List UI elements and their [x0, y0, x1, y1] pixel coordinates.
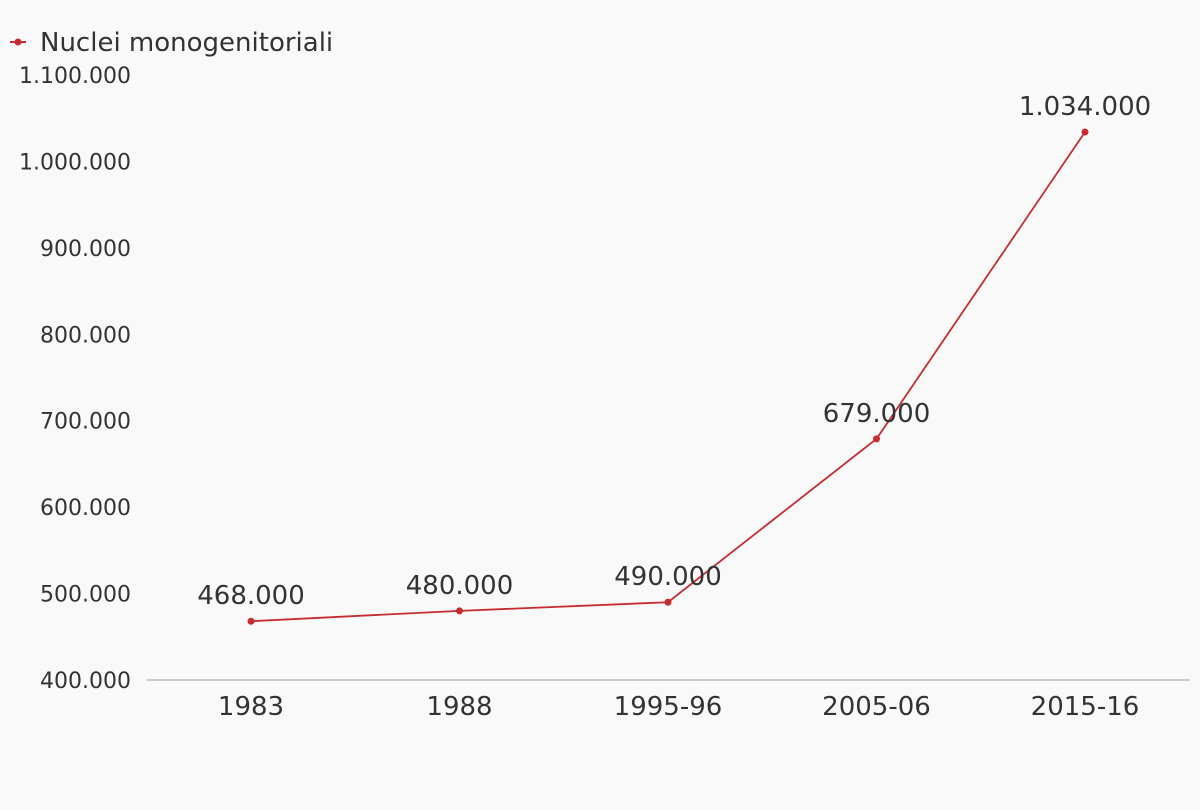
data-label: 1.034.000 [1019, 92, 1151, 122]
data-labels: 468.000 480.000 490.000 679.000 1.034.000 [197, 92, 1151, 611]
y-tick-label: 700.000 [40, 410, 131, 435]
legend-dot-marker [14, 38, 22, 46]
data-label: 679.000 [823, 399, 931, 429]
y-tick-label: 1.000.000 [19, 150, 131, 175]
data-point [456, 607, 463, 615]
legend-label: Nuclei monogenitoriali [40, 28, 333, 58]
y-tick-label: 800.000 [40, 323, 131, 348]
y-axis: 400.000 500.000 600.000 700.000 800.000 900.0… [19, 64, 131, 694]
y-tick-label: 500.000 [40, 583, 131, 608]
x-tick-label: 2015-16 [1031, 692, 1140, 722]
data-label: 468.000 [197, 581, 305, 611]
series-line [250, 131, 1086, 623]
data-label: 490.000 [614, 562, 722, 592]
y-tick-label: 1.100.000 [19, 64, 131, 89]
y-tick-label: 600.000 [40, 496, 131, 521]
data-point [873, 435, 880, 443]
x-tick-label: 1983 [218, 692, 284, 722]
legend: Nuclei monogenitoriali [10, 28, 333, 58]
data-point [664, 598, 672, 606]
data-point [1081, 128, 1089, 136]
x-tick-label: 1988 [426, 692, 492, 722]
y-tick-label: 400.000 [40, 669, 131, 694]
x-tick-label: 2005-06 [822, 692, 931, 722]
y-tick-label: 900.000 [40, 237, 131, 262]
data-points [247, 128, 1089, 625]
x-tick-label: 1995-96 [614, 692, 723, 722]
x-axis: 1983 1988 1995-96 2005-06 2015-16 [218, 692, 1139, 722]
data-label: 480.000 [406, 571, 514, 601]
data-point [247, 617, 255, 625]
